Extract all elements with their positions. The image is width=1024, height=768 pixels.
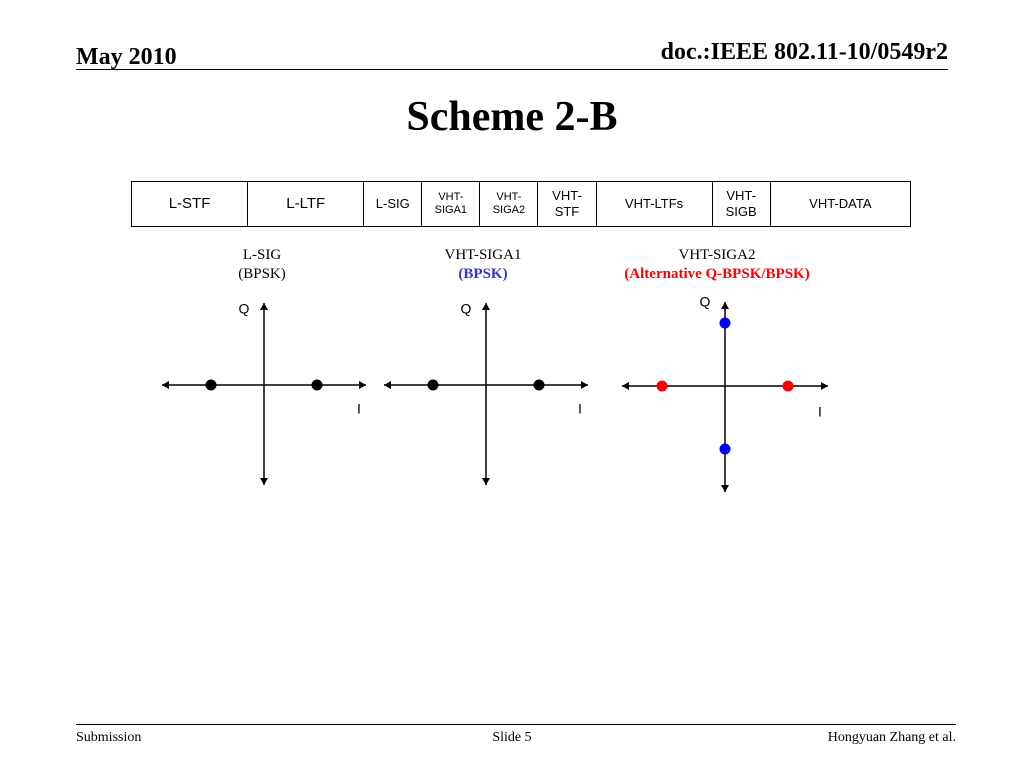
- frame-field-l-stf: L-STF: [132, 182, 249, 226]
- frame-field-vht-sigb: VHT- SIGB: [713, 182, 771, 226]
- frame-field-vht-ltfs: VHT-LTFs: [597, 182, 713, 226]
- footer-rule: [76, 724, 956, 725]
- frame-field-vht-siga2: VHT- SIGA2: [480, 182, 539, 226]
- constellation-vhtsiga1: QI: [384, 301, 588, 485]
- constellation-name: L-SIG: [242, 247, 282, 263]
- constellation-point: [782, 380, 794, 392]
- header-date: May 2010: [76, 44, 177, 70]
- frame-field-vht-data: VHT-DATA: [809, 196, 872, 212]
- constellation-vhtsiga2: QI: [622, 294, 828, 492]
- constellation-name: VHT-SIGA2: [678, 247, 756, 263]
- axis-arrowhead: [821, 382, 828, 390]
- constellation-modulation: (Alternative Q-BPSK/BPSK): [624, 266, 810, 282]
- constellation-name: VHT-SIGA1: [444, 247, 522, 263]
- constellation-label-vhtsiga2: VHT-SIGA2 (Alternative Q-BPSK/BPSK): [597, 246, 837, 284]
- axis-arrowhead: [721, 485, 729, 492]
- header-rule: [76, 69, 948, 70]
- axis-arrowhead: [162, 381, 169, 389]
- axis-arrowhead: [384, 381, 391, 389]
- constellation-point: [427, 379, 439, 391]
- frame-field-l-ltf: L-LTF: [248, 182, 365, 226]
- axis-arrowhead: [482, 303, 490, 310]
- constellation-label-vhtsiga1: VHT-SIGA1 (BPSK): [413, 246, 553, 284]
- footer-submission: Submission: [76, 730, 142, 745]
- frame-field-vht-stf: VHT- STF: [538, 182, 597, 226]
- constellation-point: [311, 379, 323, 391]
- axis-arrowhead: [260, 478, 268, 485]
- constellation-point: [656, 380, 668, 392]
- axis-arrowhead: [482, 478, 490, 485]
- constellation-modulation: (BPSK): [238, 266, 286, 282]
- constellation-label-lsig: L-SIG (BPSK): [202, 246, 322, 284]
- frame-field-l-sig: L-SIG: [364, 182, 423, 226]
- q-axis-label: Q: [461, 301, 472, 317]
- frame-format-bar: L-STF L-LTF L-SIG VHT- SIGA1 VHT- SIGA2 VHT- …: [131, 181, 911, 227]
- axis-arrowhead: [581, 381, 588, 389]
- axis-arrowhead: [260, 303, 268, 310]
- i-axis-label: I: [578, 401, 582, 417]
- q-axis-label: Q: [700, 294, 711, 310]
- constellation-point: [533, 379, 545, 391]
- footer-author: Hongyuan Zhang et al.: [827, 730, 956, 745]
- axis-arrowhead: [721, 302, 729, 309]
- q-axis-label: Q: [239, 301, 250, 317]
- header-doc-id: doc.:IEEE 802.11-10/0549r2: [660, 39, 948, 65]
- slide-title: Scheme 2-B: [406, 94, 618, 140]
- constellation-point: [205, 379, 217, 391]
- footer-slide-number: Slide 5: [492, 730, 532, 745]
- axis-arrowhead: [359, 381, 366, 389]
- constellation-point: [719, 443, 731, 455]
- i-axis-label: I: [818, 404, 822, 420]
- axis-arrowhead: [622, 382, 629, 390]
- constellation-lsig: QI: [162, 301, 366, 485]
- constellation-modulation: (BPSK): [458, 266, 508, 282]
- i-axis-label: I: [357, 401, 361, 417]
- frame-field-vht-siga1: VHT- SIGA1: [422, 182, 481, 226]
- constellation-point: [719, 317, 731, 329]
